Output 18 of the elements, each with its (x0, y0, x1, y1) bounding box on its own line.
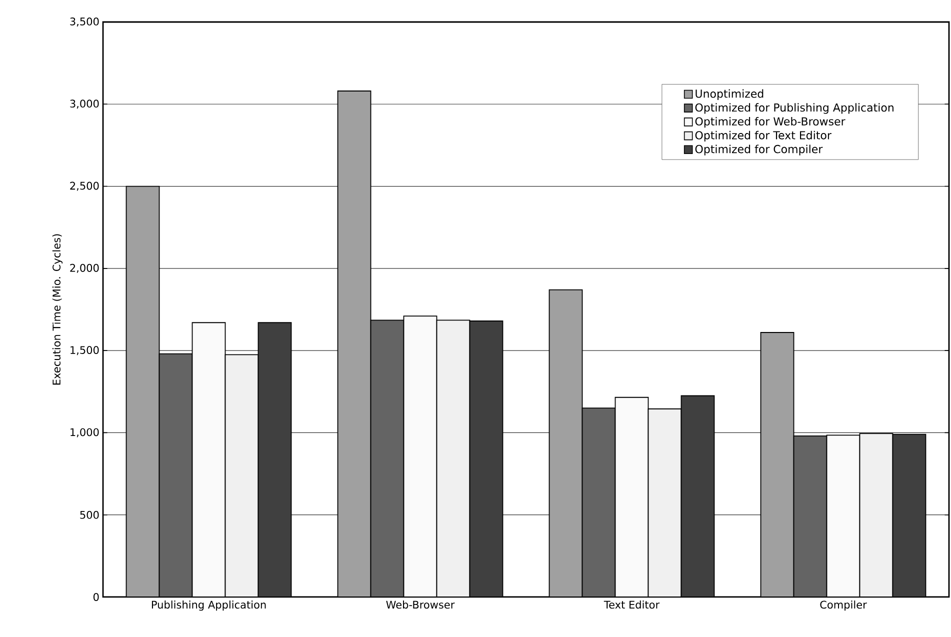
y-tick-label: 3,000 (70, 100, 99, 109)
x-tick-label: Text Editor (604, 600, 660, 609)
y-tick-label: 500 (80, 510, 99, 519)
y-axis-title: Execution Time (Mio. Cycles) (52, 234, 63, 385)
y-tick-label: 0 (93, 593, 99, 601)
y-tick-label: 3,500 (70, 17, 99, 26)
x-tick-label: Web-Browser (386, 600, 455, 609)
y-tick-label: 2,000 (70, 264, 99, 273)
x-tick-label: Compiler (820, 600, 867, 611)
y-tick-label: 1,000 (70, 428, 99, 438)
legend-label: Optimized for Compiler (695, 144, 823, 156)
x-tick-label: Publishing Application (152, 600, 266, 611)
legend-label: Optimized for Text Editor (695, 130, 832, 142)
y-tick-label: 1,500 (70, 346, 99, 356)
legend-label: Unoptimized (696, 89, 764, 100)
legend-label: Optimized for Web-Browser (695, 117, 846, 128)
y-tick-label: 2,500 (70, 182, 99, 191)
legend-label: Optimized for Publishing Application (695, 103, 894, 114)
